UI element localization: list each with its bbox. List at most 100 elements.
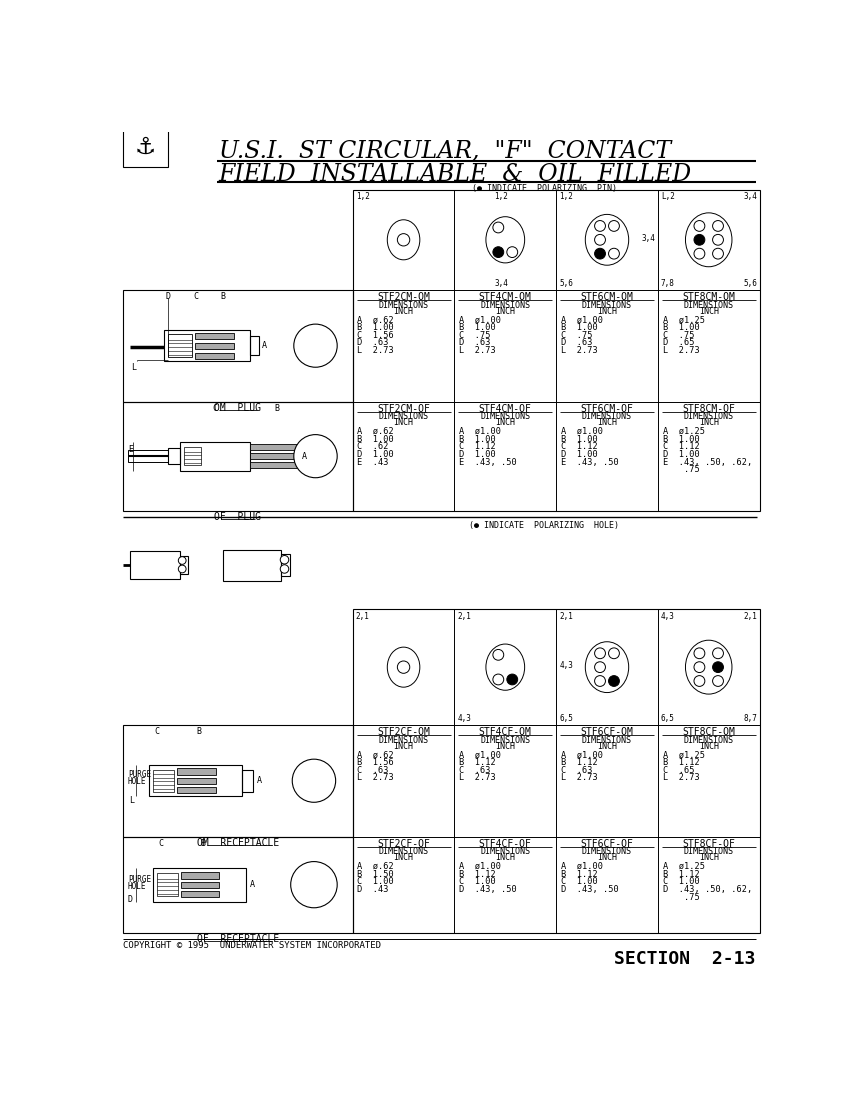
Circle shape — [712, 648, 723, 659]
Bar — [129, 551, 180, 579]
Text: C  1.00: C 1.00 — [459, 878, 496, 887]
Text: A  ø1.00: A ø1.00 — [561, 427, 603, 436]
Text: INCH: INCH — [699, 854, 719, 862]
Text: A  ø1.25: A ø1.25 — [662, 750, 705, 759]
Text: A  ø1.00: A ø1.00 — [459, 427, 501, 436]
Circle shape — [178, 565, 186, 573]
Text: DIMENSIONS: DIMENSIONS — [480, 300, 530, 309]
Bar — [123, 402, 353, 510]
Ellipse shape — [586, 214, 629, 265]
Text: OF  RECEPTACLE: OF RECEPTACLE — [197, 934, 279, 944]
Circle shape — [609, 249, 620, 258]
Text: B  1.12: B 1.12 — [662, 758, 700, 767]
Text: B  1.00: B 1.00 — [662, 323, 700, 332]
Text: C  .75: C .75 — [561, 331, 592, 340]
Text: B  1.00: B 1.00 — [459, 434, 496, 443]
Text: INCH: INCH — [699, 307, 719, 316]
Circle shape — [694, 675, 705, 686]
Text: INCH: INCH — [597, 741, 617, 751]
Text: U.S.I.  ST CIRCULAR,  "F"  CONTACT: U.S.I. ST CIRCULAR, "F" CONTACT — [218, 140, 671, 163]
Bar — [181, 881, 219, 888]
Text: HOLE: HOLE — [128, 777, 146, 785]
Text: DIMENSIONS: DIMENSIONS — [378, 300, 428, 309]
Text: 4,3: 4,3 — [661, 612, 675, 620]
Text: A  ø.62: A ø.62 — [357, 862, 394, 871]
Text: C: C — [158, 839, 163, 848]
Text: B: B — [196, 727, 201, 736]
Text: STF2CF-OF: STF2CF-OF — [377, 839, 430, 849]
Text: SECTION  2-13: SECTION 2-13 — [615, 949, 756, 968]
Text: E  .43, .50, .62,: E .43, .50, .62, — [662, 458, 751, 466]
Text: E: E — [128, 444, 133, 453]
Text: L: L — [129, 796, 134, 805]
Circle shape — [493, 649, 504, 660]
Text: INCH: INCH — [699, 418, 719, 428]
Text: E  .43, .50: E .43, .50 — [561, 458, 619, 466]
Text: DIMENSIONS: DIMENSIONS — [378, 736, 428, 745]
Text: 5,6: 5,6 — [744, 278, 757, 287]
Text: C  .65: C .65 — [662, 766, 694, 774]
Text: INCH: INCH — [597, 307, 617, 316]
Text: 6,5: 6,5 — [661, 714, 675, 723]
Text: E  .43, .50: E .43, .50 — [459, 458, 517, 466]
Circle shape — [280, 556, 289, 564]
Text: L: L — [131, 363, 136, 372]
Text: C  1.56: C 1.56 — [357, 331, 394, 340]
Circle shape — [595, 648, 605, 659]
Text: B  1.00: B 1.00 — [662, 434, 700, 443]
Text: DIMENSIONS: DIMENSIONS — [582, 300, 632, 309]
Bar — [168, 449, 180, 464]
Text: B  1.12: B 1.12 — [662, 870, 700, 879]
Text: C  .63: C .63 — [357, 766, 388, 774]
Bar — [123, 290, 353, 402]
Text: D  1.00: D 1.00 — [357, 450, 394, 459]
Text: C  .75: C .75 — [662, 331, 694, 340]
Bar — [180, 441, 250, 471]
Ellipse shape — [388, 220, 420, 260]
Bar — [123, 130, 168, 166]
Text: ⚓: ⚓ — [135, 134, 156, 158]
Text: D  .63: D .63 — [357, 339, 388, 348]
Text: B  1.00: B 1.00 — [459, 323, 496, 332]
Text: DIMENSIONS: DIMENSIONS — [378, 847, 428, 856]
Text: L  2.73: L 2.73 — [357, 773, 394, 782]
Text: L  2.73: L 2.73 — [662, 346, 700, 355]
Text: PURGE: PURGE — [128, 876, 151, 884]
Circle shape — [291, 861, 337, 908]
Text: L  2.73: L 2.73 — [357, 346, 394, 355]
Text: D  1.00: D 1.00 — [662, 450, 700, 459]
Text: 7,8: 7,8 — [661, 278, 675, 287]
Text: STF6CM-OF: STF6CM-OF — [581, 404, 633, 414]
Circle shape — [712, 234, 723, 245]
Text: INCH: INCH — [394, 854, 414, 862]
Text: A  ø1.00: A ø1.00 — [459, 862, 501, 871]
Text: A  ø1.00: A ø1.00 — [561, 862, 603, 871]
Text: 3,4: 3,4 — [744, 192, 757, 201]
Text: A  ø1.00: A ø1.00 — [459, 750, 501, 759]
Text: STF8CM-OF: STF8CM-OF — [683, 404, 735, 414]
Text: B: B — [220, 293, 225, 301]
Circle shape — [292, 759, 336, 802]
Text: C  .63: C .63 — [561, 766, 592, 774]
Text: C  .63: C .63 — [459, 766, 490, 774]
Text: D: D — [128, 895, 133, 904]
Text: D  .43, .50, .62,: D .43, .50, .62, — [662, 886, 751, 894]
Text: L  2.73: L 2.73 — [561, 346, 598, 355]
Bar — [353, 189, 760, 510]
Text: COPYRIGHT © 1995  UNDERWATER SYSTEM INCORPORATED: COPYRIGHT © 1995 UNDERWATER SYSTEM INCOR… — [123, 940, 382, 949]
Bar — [123, 836, 353, 933]
Text: .75: .75 — [662, 465, 700, 474]
Text: A: A — [303, 452, 308, 461]
Circle shape — [694, 648, 705, 659]
Bar — [242, 770, 252, 792]
Text: 3,4: 3,4 — [642, 234, 655, 243]
Text: 2,1: 2,1 — [559, 612, 573, 620]
Circle shape — [595, 234, 605, 245]
Circle shape — [595, 249, 605, 258]
Text: STF4CM-OF: STF4CM-OF — [479, 404, 532, 414]
Text: D  .43: D .43 — [357, 886, 388, 894]
Text: B: B — [275, 404, 280, 412]
Bar — [353, 609, 760, 933]
Circle shape — [694, 234, 705, 245]
Text: DIMENSIONS: DIMENSIONS — [683, 736, 734, 745]
